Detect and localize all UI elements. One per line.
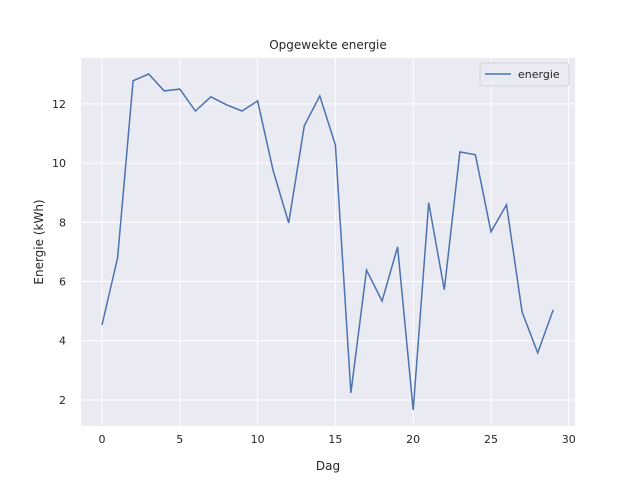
x-tick-label: 10 [251,433,265,446]
x-tick-label: 30 [562,433,576,446]
chart-title: Opgewekte energie [269,38,387,52]
plot-background [81,58,575,426]
y-tick-label: 8 [59,216,66,229]
grid [81,58,575,426]
tick-labels: 0 5 10 15 20 25 30 2 4 6 8 10 12 [52,98,576,446]
legend-box [479,62,570,87]
x-tick-label: 15 [328,433,342,446]
series-line-energie [101,73,554,411]
x-tick-label: 0 [99,433,106,446]
legend-label-energie: energie [518,68,560,81]
y-tick-label: 6 [59,276,66,289]
x-tick-label: 25 [484,433,498,446]
y-axis-label: Energie (kWh) [32,199,46,284]
x-tick-label: 5 [176,433,183,446]
y-tick-label: 2 [59,394,66,407]
y-tick-label: 12 [52,98,66,111]
legend: energie [479,62,570,87]
x-axis-label: Dag [316,459,340,473]
x-tick-label: 20 [406,433,420,446]
y-tick-label: 10 [52,157,66,170]
y-tick-label: 4 [59,335,66,348]
